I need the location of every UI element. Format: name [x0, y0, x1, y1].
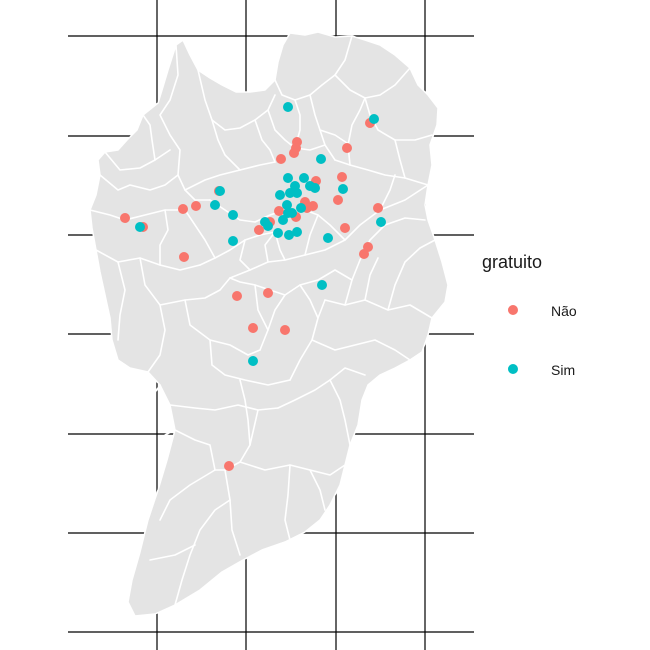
regions — [89, 31, 449, 617]
legend: gratuito Não Sim — [482, 252, 632, 402]
map-point-sim — [317, 280, 327, 290]
map-point-nao — [179, 252, 189, 262]
map-point-sim — [228, 210, 238, 220]
map-point-nao — [254, 225, 264, 235]
map-point-sim — [310, 183, 320, 193]
map-point-nao — [248, 323, 258, 333]
legend-dot-nao — [508, 305, 518, 315]
map-point-sim — [338, 184, 348, 194]
map-point-sim — [296, 203, 306, 213]
map-point-sim — [278, 215, 288, 225]
map-point-nao — [337, 172, 347, 182]
map-point-nao — [191, 201, 201, 211]
map-point-sim — [283, 208, 293, 218]
map-point-sim — [369, 114, 379, 124]
map-point-nao — [340, 223, 350, 233]
map-point-sim — [299, 173, 309, 183]
map-point-sim — [263, 221, 273, 231]
map-point-nao — [333, 195, 343, 205]
legend-title: gratuito — [482, 252, 543, 272]
legend-label-nao: Não — [551, 303, 577, 319]
map-point-nao — [342, 143, 352, 153]
legend-label-sim: Sim — [551, 362, 576, 378]
map-point-sim — [283, 173, 293, 183]
map-point-sim — [323, 233, 333, 243]
outer-boundary — [89, 31, 449, 617]
map-point-sim — [284, 230, 294, 240]
map-point-sim — [292, 188, 302, 198]
points-sim — [135, 102, 386, 366]
map-point-sim — [228, 236, 238, 246]
legend-key-nao — [502, 299, 524, 321]
map-point-sim — [210, 200, 220, 210]
map-point-sim — [283, 102, 293, 112]
map-point-nao — [263, 288, 273, 298]
map-point-nao — [120, 213, 130, 223]
map-point-nao — [224, 461, 234, 471]
map-point-sim — [248, 356, 258, 366]
map-point-nao — [359, 249, 369, 259]
map-point-sim — [316, 154, 326, 164]
map-point-nao — [276, 154, 286, 164]
map-point-nao — [289, 148, 299, 158]
map-point-sim — [285, 188, 295, 198]
map-point-sim — [273, 228, 283, 238]
map-point-sim — [135, 222, 145, 232]
map-point-nao — [373, 203, 383, 213]
map-point-sim — [292, 227, 302, 237]
map-point-sim — [282, 200, 292, 210]
map-point-nao — [280, 325, 290, 335]
map-point-nao — [178, 204, 188, 214]
legend-dot-sim — [508, 364, 518, 374]
map-point-nao — [232, 291, 242, 301]
map-point-nao — [274, 206, 284, 216]
map-point-sim — [275, 190, 285, 200]
legend-key-sim — [502, 358, 524, 380]
map-point-sim — [376, 217, 386, 227]
map-point-sim — [215, 186, 225, 196]
neighborhood-borders — [89, 35, 436, 606]
